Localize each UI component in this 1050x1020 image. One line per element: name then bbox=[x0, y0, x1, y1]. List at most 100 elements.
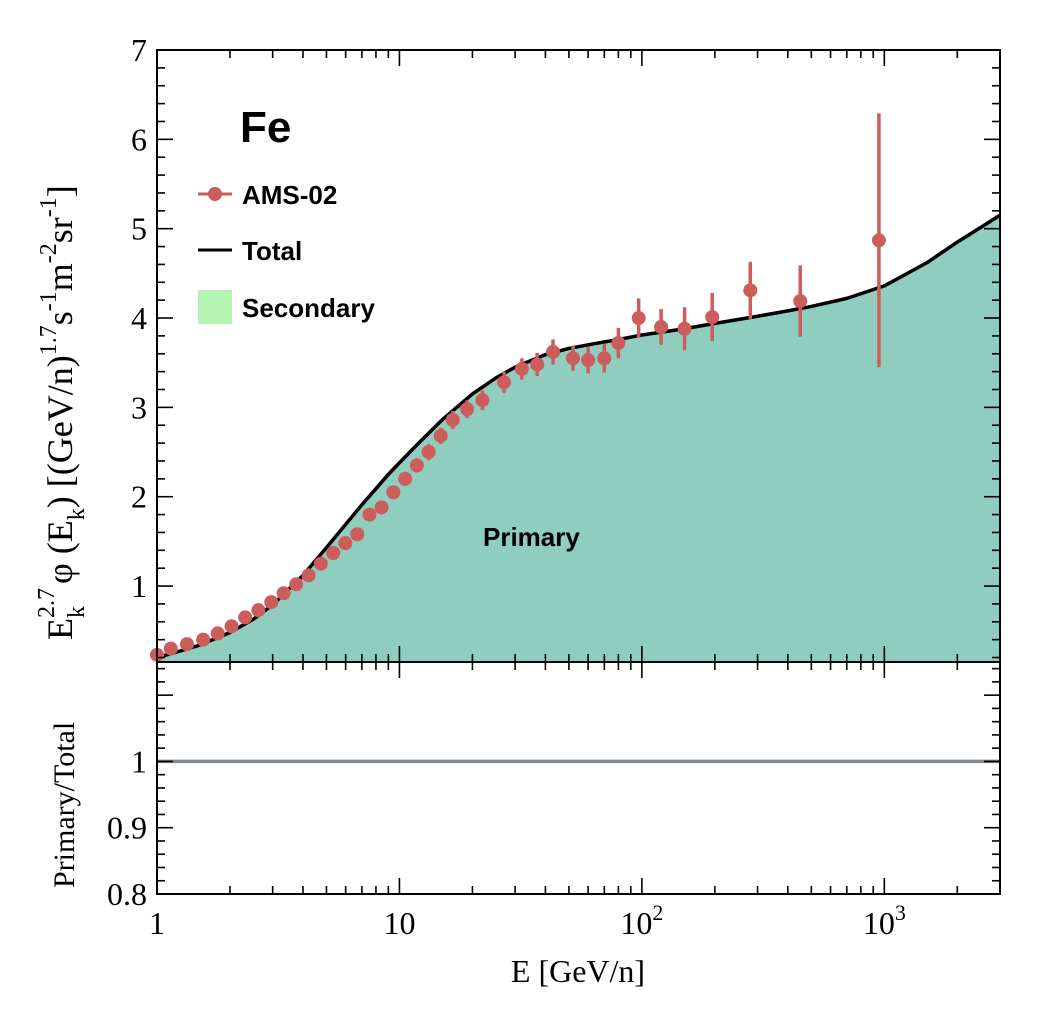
ams02-marker bbox=[677, 321, 692, 336]
ams02-point bbox=[597, 343, 612, 373]
ylabel-s: s bbox=[40, 311, 80, 325]
ams02-point bbox=[386, 485, 401, 500]
ams02-marker bbox=[631, 311, 646, 326]
y-tick-label: 7 bbox=[131, 32, 147, 68]
ams02-marker bbox=[654, 319, 669, 334]
ams02-point bbox=[350, 527, 365, 542]
ams02-point bbox=[793, 265, 808, 337]
y-tick-label: 4 bbox=[131, 300, 147, 336]
ams02-marker bbox=[163, 641, 178, 656]
ams02-point bbox=[654, 309, 669, 345]
ams02-marker bbox=[409, 458, 424, 473]
ams02-marker bbox=[530, 357, 545, 372]
ams02-marker bbox=[210, 626, 225, 641]
y-tick-label: 6 bbox=[131, 121, 147, 157]
ylabel-E: E bbox=[40, 618, 80, 640]
x-tick-label: 10 bbox=[383, 905, 415, 941]
ylabel-close: ) [(GeV/n) bbox=[40, 355, 80, 508]
ams02-marker bbox=[338, 536, 353, 551]
x-tick-label: 102 bbox=[620, 900, 663, 941]
ams02-point bbox=[409, 458, 424, 473]
ams02-point bbox=[743, 261, 758, 319]
bottom-plot-frame bbox=[156, 661, 1001, 895]
x-tick-label: 1 bbox=[149, 905, 165, 941]
ams02-marker bbox=[793, 294, 808, 309]
top-panel: 1 2 3 4 5 6 7 Fe AMS-02 Total Secondary Primar… bbox=[34, 32, 1001, 663]
ams02-marker bbox=[313, 556, 328, 571]
ams02-point bbox=[289, 577, 304, 592]
ams02-point bbox=[210, 626, 225, 641]
ams02-marker bbox=[546, 344, 561, 359]
legend: AMS-02 Total Secondary bbox=[198, 180, 375, 324]
ams02-marker bbox=[597, 351, 612, 366]
legend-ams02-marker bbox=[208, 187, 222, 201]
ams02-point bbox=[276, 586, 291, 601]
ams02-point bbox=[581, 346, 596, 374]
ams02-point bbox=[705, 293, 720, 342]
ylabel-m2-sup: -2 bbox=[36, 243, 62, 263]
ams02-marker bbox=[386, 485, 401, 500]
ams02-marker bbox=[421, 445, 436, 460]
ams02-marker bbox=[238, 610, 253, 625]
ams02-marker bbox=[445, 412, 460, 427]
x-tick-exponent: 2 bbox=[652, 900, 663, 925]
bottom-y-axis-label: Primary/Total bbox=[48, 722, 81, 888]
x-axis-label: E [GeV/n] bbox=[511, 953, 645, 989]
ylabel-27-sup: 2.7 bbox=[34, 588, 60, 618]
ams02-point bbox=[301, 568, 316, 583]
ams02-marker bbox=[251, 603, 266, 618]
x-tick-label: 103 bbox=[863, 900, 906, 941]
y-tick-label: 1 bbox=[131, 743, 147, 779]
ams02-point bbox=[546, 339, 561, 365]
ams02-point bbox=[180, 637, 195, 652]
ams02-point bbox=[251, 603, 266, 618]
ams02-marker bbox=[475, 393, 490, 408]
ams02-marker bbox=[705, 310, 720, 325]
ams02-point bbox=[445, 410, 460, 429]
y-tick-label: 5 bbox=[131, 211, 147, 247]
ams02-marker bbox=[433, 428, 448, 443]
ams02-marker bbox=[289, 577, 304, 592]
ams02-point bbox=[631, 298, 646, 338]
ams02-point bbox=[163, 641, 178, 656]
ams02-marker bbox=[276, 586, 291, 601]
ams02-marker bbox=[497, 375, 512, 390]
ams02-point bbox=[238, 610, 253, 625]
ams02-point bbox=[338, 536, 353, 551]
ams02-marker bbox=[196, 632, 211, 647]
ams02-point bbox=[362, 507, 377, 522]
ams02-marker bbox=[224, 619, 239, 634]
ylabel-m1-sup-2: -1 bbox=[36, 197, 62, 217]
legend-secondary-label: Secondary bbox=[242, 293, 375, 323]
legend-ams02-label: AMS-02 bbox=[242, 180, 337, 210]
primary-annotation: Primary bbox=[483, 522, 580, 552]
ams02-marker bbox=[264, 595, 279, 610]
ams02-marker bbox=[514, 361, 529, 376]
ams02-marker bbox=[374, 500, 389, 515]
y-tick-label: 3 bbox=[131, 389, 147, 425]
ams02-point bbox=[497, 371, 512, 394]
ams02-marker bbox=[362, 507, 377, 522]
primary-fill-area bbox=[157, 215, 1000, 662]
ylabel-m1-sup: -1 bbox=[36, 291, 62, 311]
top-y-axis-label: Ek2.7φ (Ek) [(GeV/n)1.7s-1m-2sr-1] bbox=[34, 185, 90, 640]
legend-secondary-patch bbox=[198, 290, 232, 324]
ams02-point bbox=[264, 595, 279, 610]
y-tick-label: 2 bbox=[131, 479, 147, 515]
ams02-point bbox=[398, 471, 413, 486]
ams02-point bbox=[475, 390, 490, 411]
bottom-panel: 1 10 102 103 0.8 0.9 1 Primary/Total bbox=[48, 661, 1001, 941]
ams02-marker bbox=[180, 637, 195, 652]
ams02-marker bbox=[301, 568, 316, 583]
ams02-point bbox=[224, 619, 239, 634]
y-tick-label: 0.8 bbox=[107, 876, 147, 912]
legend-total-label: Total bbox=[242, 236, 302, 266]
ylabel-end: ] bbox=[40, 185, 80, 197]
y-tick-label: 1 bbox=[131, 568, 147, 604]
ams02-marker bbox=[611, 336, 626, 351]
ams02-point bbox=[421, 444, 436, 461]
ams02-marker bbox=[460, 402, 475, 417]
y-tick-label: 0.9 bbox=[107, 810, 147, 846]
ylabel-m: m bbox=[40, 263, 80, 291]
